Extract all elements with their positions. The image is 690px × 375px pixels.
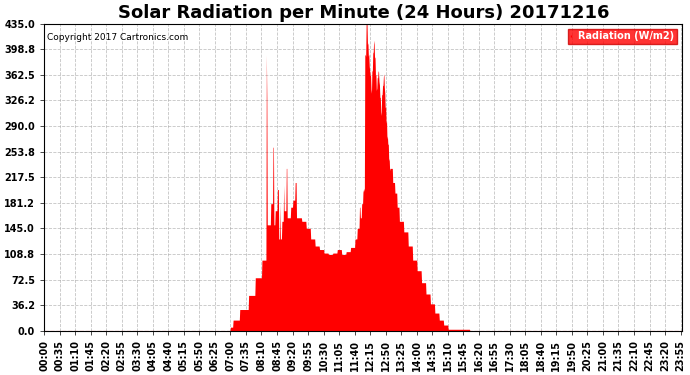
Title: Solar Radiation per Minute (24 Hours) 20171216: Solar Radiation per Minute (24 Hours) 20…	[117, 4, 609, 22]
Text: Copyright 2017 Cartronics.com: Copyright 2017 Cartronics.com	[48, 33, 188, 42]
Legend: Radiation (W/m2): Radiation (W/m2)	[568, 28, 678, 44]
